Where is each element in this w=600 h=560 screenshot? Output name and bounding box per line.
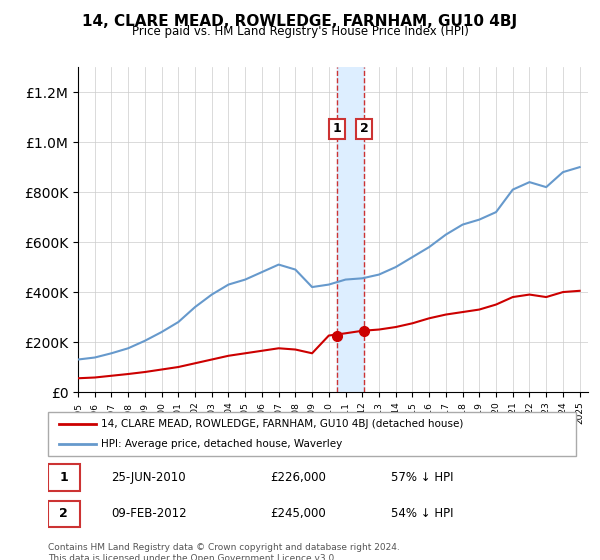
Text: 54% ↓ HPI: 54% ↓ HPI xyxy=(391,507,454,520)
Text: 1: 1 xyxy=(59,471,68,484)
FancyBboxPatch shape xyxy=(48,464,80,491)
Text: 1: 1 xyxy=(333,123,341,136)
Text: 57% ↓ HPI: 57% ↓ HPI xyxy=(391,471,454,484)
Text: 14, CLARE MEAD, ROWLEDGE, FARNHAM, GU10 4BJ (detached house): 14, CLARE MEAD, ROWLEDGE, FARNHAM, GU10 … xyxy=(101,419,463,429)
Text: 14, CLARE MEAD, ROWLEDGE, FARNHAM, GU10 4BJ: 14, CLARE MEAD, ROWLEDGE, FARNHAM, GU10 … xyxy=(82,14,518,29)
Text: Contains HM Land Registry data © Crown copyright and database right 2024.
This d: Contains HM Land Registry data © Crown c… xyxy=(48,543,400,560)
FancyBboxPatch shape xyxy=(48,412,576,456)
Text: £226,000: £226,000 xyxy=(270,471,326,484)
Bar xyxy=(337,67,364,392)
Text: 2: 2 xyxy=(59,507,68,520)
Text: £245,000: £245,000 xyxy=(270,507,326,520)
FancyBboxPatch shape xyxy=(48,501,80,527)
Text: 09-FEB-2012: 09-FEB-2012 xyxy=(112,507,187,520)
Text: 2: 2 xyxy=(359,123,368,136)
Text: Price paid vs. HM Land Registry's House Price Index (HPI): Price paid vs. HM Land Registry's House … xyxy=(131,25,469,38)
Text: 25-JUN-2010: 25-JUN-2010 xyxy=(112,471,186,484)
Text: HPI: Average price, detached house, Waverley: HPI: Average price, detached house, Wave… xyxy=(101,439,342,449)
